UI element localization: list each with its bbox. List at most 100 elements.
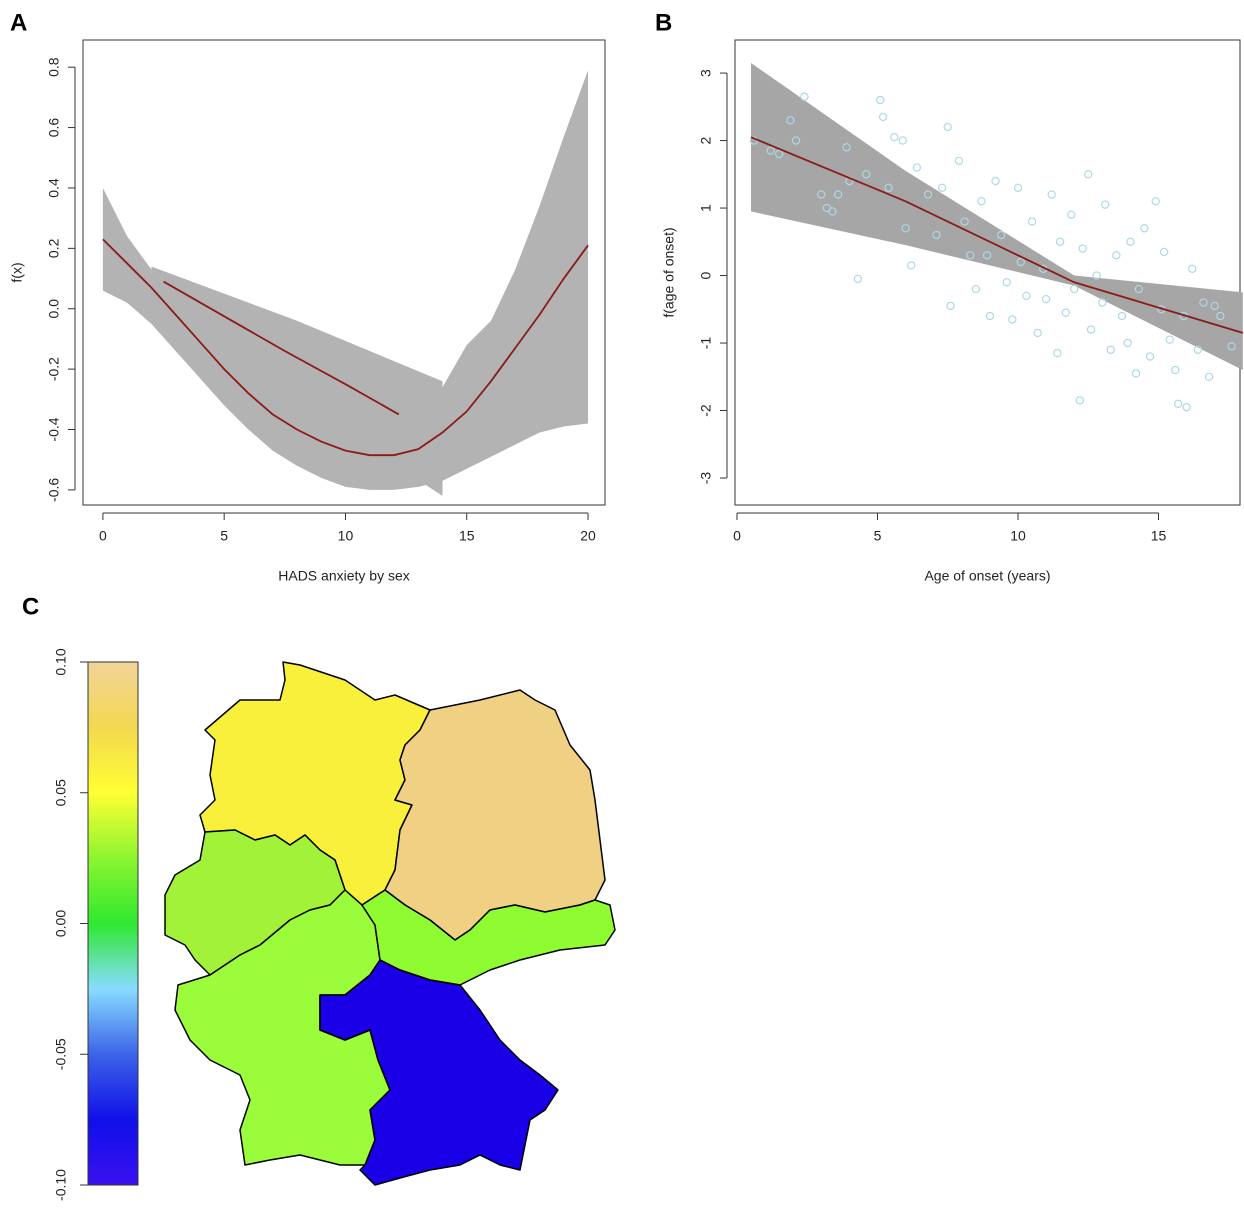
x-tick-label: 15 [459, 528, 475, 544]
fit-line [102, 238, 589, 457]
data-point [1145, 352, 1155, 361]
x-axis-title: Age of onset (years) [924, 568, 1050, 584]
data-point [954, 156, 964, 166]
y-axis-title: f(x) [9, 262, 25, 282]
x-tick-label: 10 [1010, 528, 1026, 544]
x-tick-label: 10 [338, 528, 354, 544]
data-point [1075, 396, 1085, 405]
data-point [966, 251, 975, 260]
data-point [786, 116, 795, 125]
y-tick-label: -0.6 [46, 478, 62, 502]
data-point [1013, 183, 1023, 193]
y-tick-label: -3 [698, 472, 714, 485]
data-point [1041, 294, 1051, 304]
data-point [991, 176, 1000, 186]
y-tick-label: 0.6 [46, 118, 62, 138]
data-point [1008, 315, 1017, 324]
y-tick-label: 0.05 [53, 779, 69, 806]
data-point [833, 190, 843, 199]
x-tick-label: 0 [733, 528, 741, 544]
y-tick-label: 0.4 [46, 178, 62, 198]
data-point [898, 136, 907, 145]
data-point [1210, 301, 1219, 311]
data-point [1022, 291, 1031, 300]
y-tick-label: 3 [698, 69, 714, 77]
data-point [1055, 237, 1065, 246]
data-point [1100, 200, 1110, 209]
y-tick-label: -0.4 [46, 417, 62, 441]
data-point [774, 149, 784, 159]
data-point [1204, 372, 1214, 381]
confidence-band [151, 266, 443, 496]
y-tick-label: -1 [698, 337, 714, 350]
x-tick-label: 20 [580, 528, 596, 544]
data-point [943, 122, 952, 132]
data-point [800, 92, 809, 101]
data-point [912, 163, 922, 172]
y-tick-label: -0.10 [53, 1169, 69, 1201]
y-tick-label: 0.0 [46, 299, 62, 319]
data-point [1123, 338, 1132, 348]
data-point [884, 183, 893, 193]
data-point [937, 183, 947, 193]
data-point [766, 146, 775, 155]
data-point [982, 251, 992, 260]
x-tick-label: 5 [874, 528, 882, 544]
data-point [817, 190, 826, 199]
y-tick-label: -0.05 [53, 1038, 69, 1070]
map-region [319, 959, 559, 1186]
data-point [853, 274, 863, 284]
data-point [977, 197, 986, 206]
fit-line [750, 136, 1244, 334]
y-tick-label: 0.8 [46, 57, 62, 77]
data-point [862, 170, 871, 179]
y-axis-title: f(age of onset) [661, 227, 677, 317]
x-tick-label: 5 [220, 528, 228, 544]
data-point [1027, 217, 1037, 226]
data-point [971, 284, 981, 294]
y-tick-label: 0 [698, 271, 714, 279]
data-point [1033, 328, 1042, 338]
data-point [1188, 264, 1197, 273]
data-point [1227, 342, 1236, 351]
data-point [828, 207, 837, 216]
x-tick-label: 0 [99, 528, 107, 544]
panel-letter: B [655, 9, 672, 36]
data-point [1140, 224, 1149, 233]
data-point [1193, 345, 1203, 354]
y-tick-label: 0.2 [46, 238, 62, 258]
data-point [878, 112, 888, 122]
fit-line [163, 280, 400, 416]
data-point [1106, 345, 1115, 354]
data-point [923, 190, 933, 199]
data-point [1092, 271, 1101, 280]
panel-letter: C [22, 593, 39, 620]
data-point [1067, 210, 1076, 219]
x-axis-title: HADS anxiety by sex [278, 568, 410, 584]
data-point [1112, 251, 1121, 260]
data-point [1117, 311, 1127, 321]
data-point [1171, 365, 1180, 375]
plot-frame [734, 39, 1241, 506]
data-point [1216, 311, 1225, 321]
y-tick-label: 1 [698, 204, 714, 212]
confidence-band [102, 70, 589, 490]
data-point [946, 301, 955, 311]
data-point [1159, 247, 1169, 257]
x-tick-label: 15 [1151, 528, 1167, 544]
y-tick-label: -0.2 [46, 357, 62, 381]
data-point [1134, 284, 1144, 294]
data-point [1084, 170, 1093, 179]
data-point [1086, 325, 1096, 334]
y-tick-label: 0.10 [53, 648, 69, 675]
data-point [842, 143, 851, 152]
data-point [932, 230, 941, 240]
data-point [1131, 369, 1141, 378]
data-point [1182, 402, 1191, 412]
data-point [1078, 244, 1087, 253]
data-point [907, 261, 916, 270]
colorbar [87, 661, 139, 1186]
confidence-band [751, 62, 1243, 371]
